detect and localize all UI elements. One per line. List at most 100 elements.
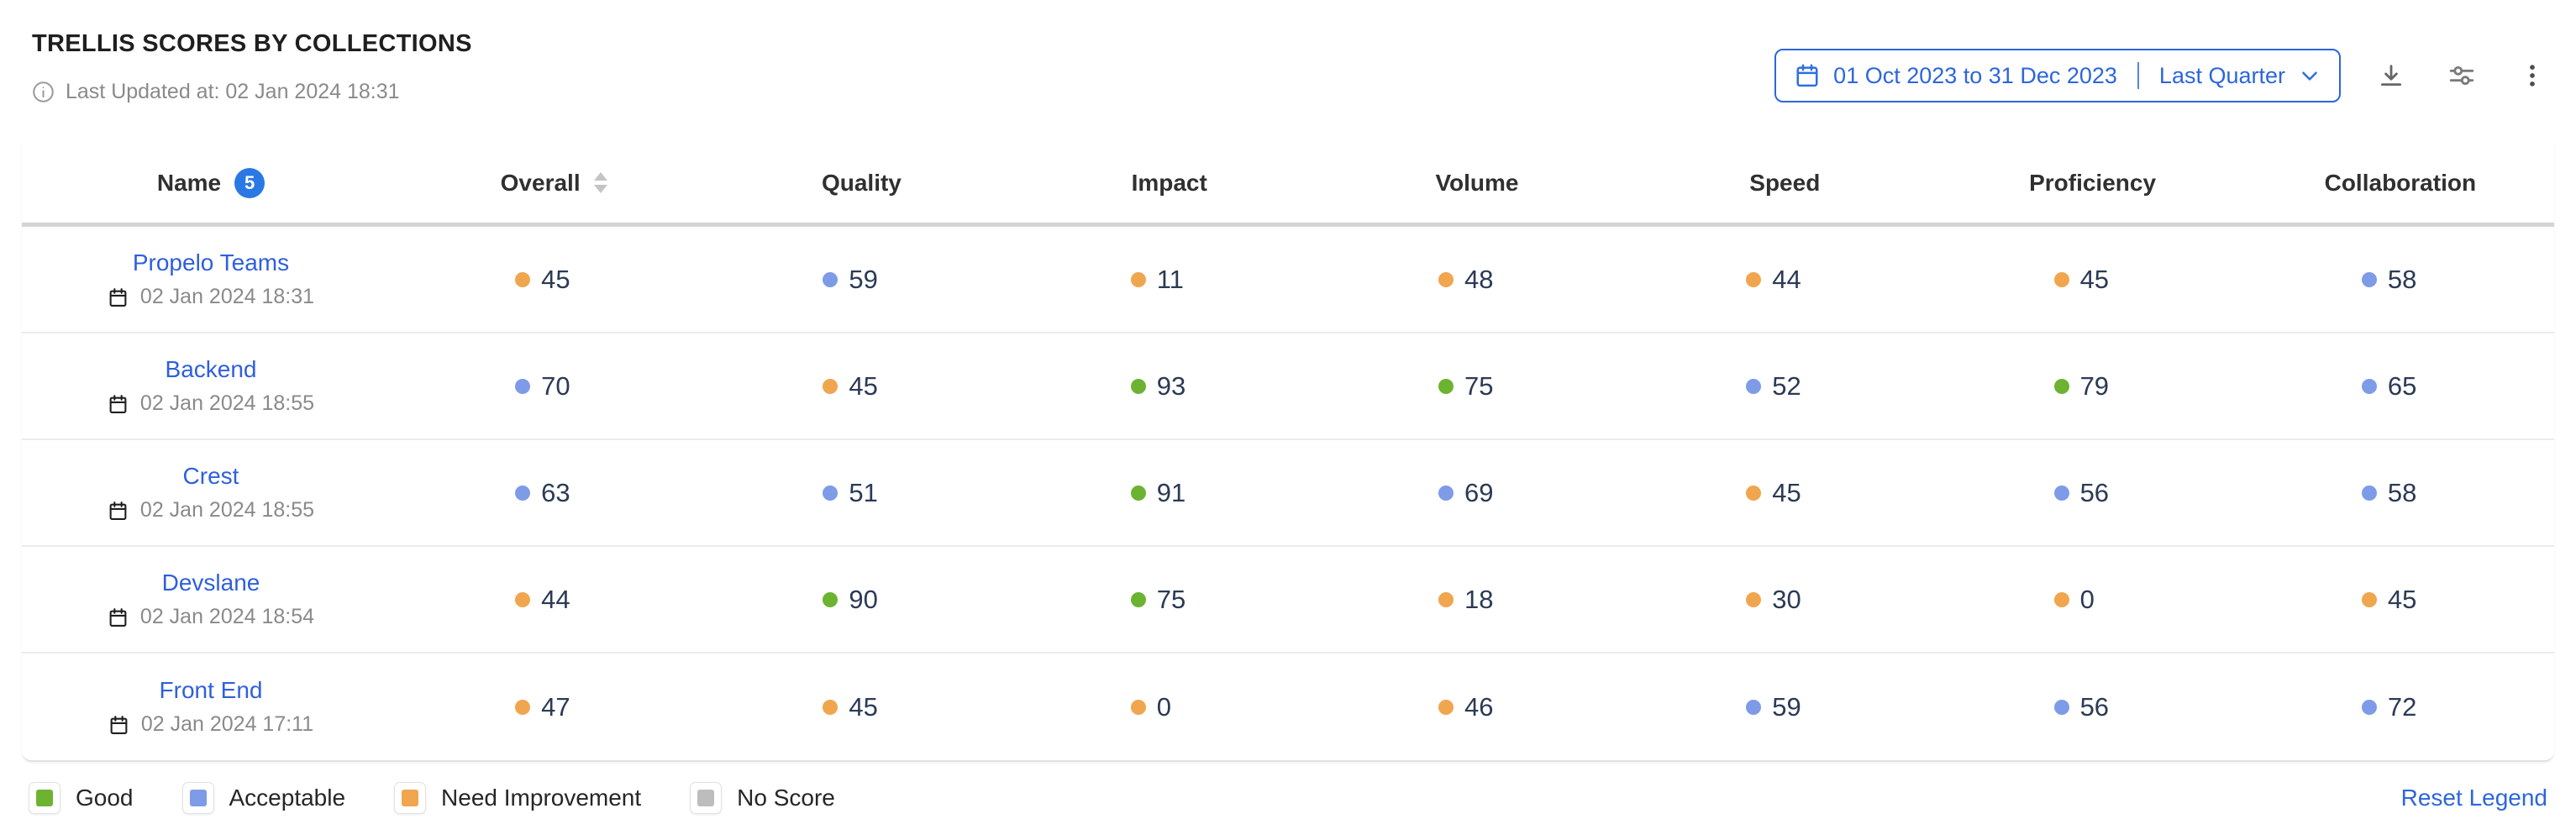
score-dot (2053, 485, 2069, 501)
filter-settings-button[interactable] (2442, 55, 2482, 96)
col-header-impact[interactable]: Impact (1016, 170, 1323, 197)
col-header-speed[interactable]: Speed (1631, 170, 1938, 197)
toolbar: 01 Oct 2023 to 31 Dec 2023 Last Quarter (1774, 49, 2552, 102)
score-value: 45 (849, 370, 878, 401)
score-dot (823, 591, 839, 607)
score-dot (2361, 485, 2377, 501)
col-header-name[interactable]: Name 5 (22, 167, 400, 198)
table-header-row: Name 5 Overall Quality Impact Volume Spe… (22, 143, 2554, 227)
collection-link[interactable]: Devslane (161, 570, 260, 596)
legend-footer: Good Acceptable Need Improvement No Scor… (0, 782, 2576, 814)
sort-icon[interactable] (593, 172, 607, 193)
score-cell-volume: 18 (1323, 585, 1631, 615)
score-dot (1130, 699, 1146, 715)
name-cell: Devslane 02 Jan 2024 18:54 (22, 570, 400, 629)
score-cell-collaboration: 58 (2247, 265, 2554, 295)
legend-swatch-need-improvement[interactable] (394, 782, 427, 814)
col-header-proficiency[interactable]: Proficiency (1938, 170, 2246, 197)
score-cell-volume: 69 (1323, 478, 1631, 508)
score-cell-impact: 75 (1016, 585, 1323, 615)
score-cell-collaboration: 45 (2247, 585, 2554, 615)
score-value: 72 (2387, 691, 2417, 722)
date-range-picker[interactable]: 01 Oct 2023 to 31 Dec 2023 Last Quarter (1774, 49, 2341, 102)
last-updated: Last Updated at: 02 Jan 2024 18:31 (32, 80, 472, 104)
legend-item-need-improvement[interactable]: Need Improvement (394, 782, 641, 814)
col-header-volume[interactable]: Volume (1323, 170, 1631, 197)
score-value: 45 (2387, 584, 2417, 614)
score-value: 45 (541, 264, 570, 294)
table-row: Backend 02 Jan 2024 18:55 70 45 93 75 52… (22, 333, 2554, 440)
score-dot (1746, 378, 1762, 394)
score-value: 69 (1464, 477, 1494, 507)
score-value: 79 (2079, 370, 2110, 401)
last-updated-text: Last Updated at: 02 Jan 2024 18:31 (66, 80, 400, 103)
collection-link[interactable]: Backend (165, 356, 257, 382)
score-value: 44 (1772, 264, 1801, 294)
score-cell-collaboration: 65 (2247, 371, 2554, 402)
collection-link[interactable]: Propelo Teams (132, 249, 290, 276)
score-value: 46 (1464, 691, 1494, 722)
score-dot (515, 378, 531, 394)
score-value: 59 (1772, 691, 1801, 722)
col-header-overall[interactable]: Overall (400, 170, 707, 197)
page-title: TRELLIS SCORES BY COLLECTIONS (32, 30, 472, 57)
score-value: 18 (1464, 584, 1494, 614)
score-cell-impact: 91 (1016, 478, 1323, 508)
download-button[interactable] (2371, 55, 2411, 96)
score-dot (1130, 378, 1146, 394)
reset-legend-link[interactable]: Reset Legend (2400, 785, 2547, 811)
score-dot (1438, 591, 1454, 607)
score-cell-overall: 70 (400, 371, 707, 402)
score-cell-proficiency: 56 (1938, 692, 2246, 722)
col-header-speed-label: Speed (1749, 169, 1821, 196)
more-menu-button[interactable] (2512, 55, 2552, 96)
filter-sliders-icon (2449, 66, 2474, 86)
score-cell-proficiency: 79 (1938, 371, 2246, 402)
timestamp-text: 02 Jan 2024 18:55 (139, 391, 315, 415)
col-header-proficiency-label: Proficiency (2029, 169, 2157, 196)
score-cell-speed: 52 (1631, 371, 1938, 402)
name-cell: Propelo Teams 02 Jan 2024 18:31 (22, 249, 400, 309)
row-timestamp: 02 Jan 2024 18:55 (108, 498, 314, 522)
score-cell-collaboration: 72 (2247, 692, 2554, 722)
score-cell-quality: 45 (707, 371, 1015, 402)
legend-swatch-acceptable[interactable] (181, 782, 214, 814)
score-cell-impact: 11 (1016, 265, 1323, 295)
score-dot (2053, 591, 2069, 607)
more-menu-icon (2530, 65, 2535, 87)
score-cell-speed: 44 (1631, 265, 1938, 295)
legend-label: Good (76, 785, 134, 811)
title-block: TRELLIS SCORES BY COLLECTIONS Last Updat… (32, 30, 472, 104)
legend-item-no-score[interactable]: No Score (690, 782, 835, 814)
legend-item-good[interactable]: Good (29, 782, 134, 814)
table-row: Devslane 02 Jan 2024 18:54 44 90 75 18 3… (22, 547, 2554, 654)
score-dot (2361, 591, 2377, 607)
row-timestamp: 02 Jan 2024 18:54 (108, 605, 314, 629)
col-header-collaboration[interactable]: Collaboration (2247, 170, 2554, 197)
score-dot (2053, 378, 2069, 394)
legend-swatch-no-score[interactable] (690, 782, 723, 814)
row-timestamp: 02 Jan 2024 18:31 (108, 285, 314, 309)
score-value: 0 (1156, 691, 1171, 722)
score-cell-overall: 47 (400, 692, 707, 722)
score-cell-quality: 90 (707, 585, 1015, 615)
col-header-volume-label: Volume (1435, 169, 1519, 196)
score-cell-quality: 59 (707, 265, 1015, 295)
legend-item-acceptable[interactable]: Acceptable (181, 782, 345, 814)
row-timestamp: 02 Jan 2024 18:55 (108, 391, 314, 416)
score-cell-volume: 46 (1323, 692, 1631, 722)
collection-link[interactable]: Front End (159, 677, 263, 703)
col-header-quality[interactable]: Quality (707, 170, 1015, 197)
calendar-icon (1796, 64, 1818, 87)
timestamp-text: 02 Jan 2024 18:54 (139, 605, 315, 628)
collection-link[interactable]: Crest (182, 463, 239, 489)
col-header-impact-label: Impact (1131, 169, 1207, 196)
score-value: 45 (1772, 477, 1801, 507)
score-dot (515, 591, 531, 607)
score-dot (2053, 699, 2069, 715)
legend-label: No Score (737, 785, 835, 811)
score-value: 45 (2079, 264, 2110, 294)
legend: Good Acceptable Need Improvement No Scor… (29, 782, 835, 814)
legend-swatch-good[interactable] (29, 782, 60, 814)
row-count-badge: 5 (234, 167, 265, 198)
